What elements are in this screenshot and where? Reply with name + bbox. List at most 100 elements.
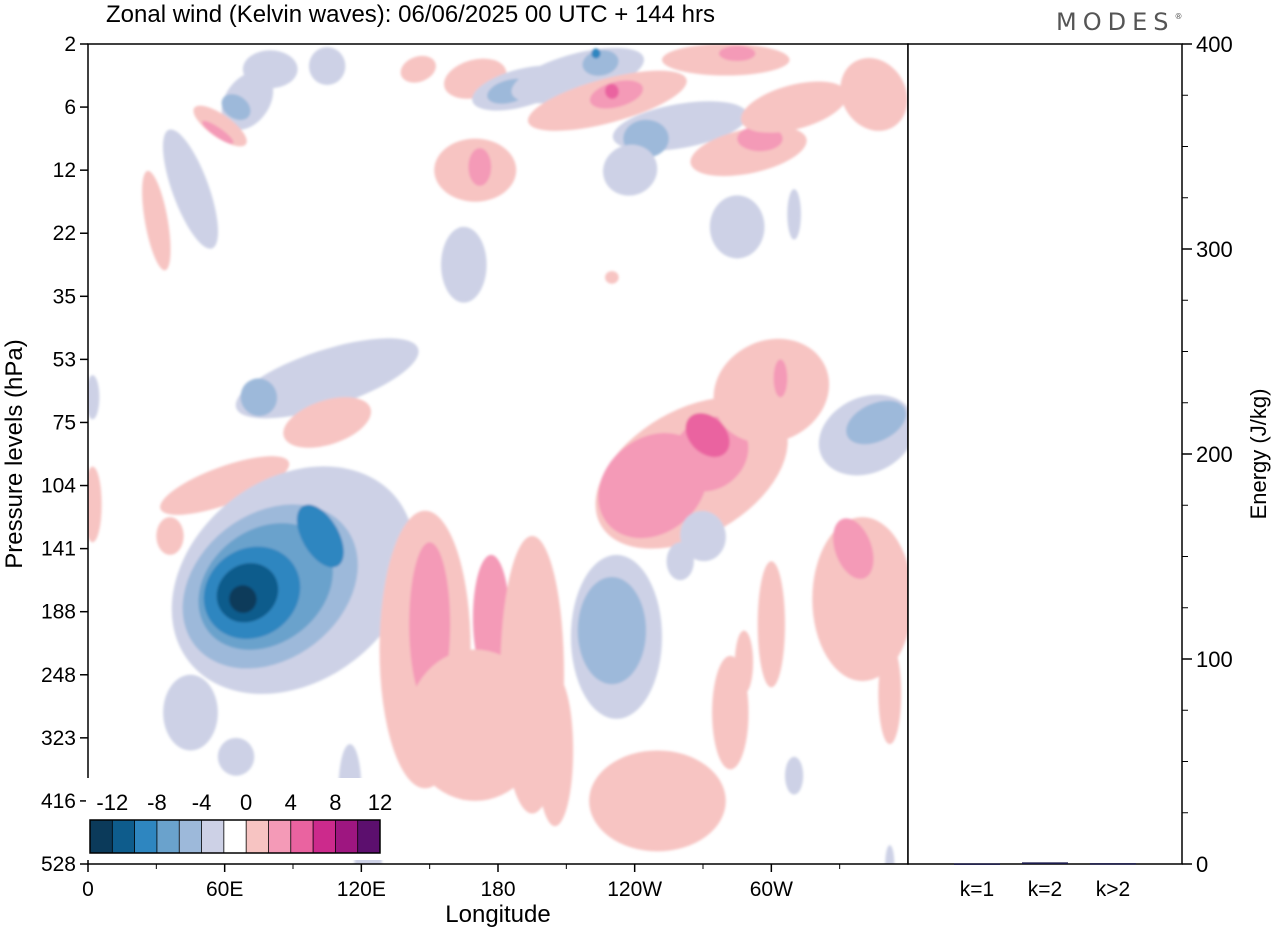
- contour-field: [88, 44, 908, 864]
- colorbar-tick-label: -12: [96, 790, 128, 815]
- negative-anomaly-contour: [846, 400, 907, 445]
- energy-frame: [907, 43, 1183, 865]
- colorbar-swatch: [156, 820, 180, 853]
- positive-anomaly-contour: [878, 643, 902, 745]
- colorbar-tick-label: -8: [147, 790, 167, 815]
- x-tick-label: 120E: [337, 878, 386, 901]
- heatmap-panel: 2 6 12 22 35 53 75 104 141 188 248 323 416 528 0 60E 12…: [1, 33, 909, 928]
- positive-anomaly-contour: [840, 58, 908, 131]
- positive-anomaly-contour: [193, 105, 247, 147]
- energy-tick-label: 100: [1196, 647, 1233, 672]
- negative-anomaly-contour: [441, 226, 487, 303]
- y-tick-label: 323: [41, 727, 76, 750]
- positive-anomaly-contour: [605, 271, 619, 284]
- colorbar-tick-label: -4: [192, 790, 212, 815]
- colorbar-swatch: [335, 820, 359, 853]
- positive-anomaly-contour: [605, 83, 619, 99]
- negative-anomaly-contour: [709, 195, 765, 259]
- colorbar-legend: -12 -8 -4 0 4 8 12: [86, 778, 392, 860]
- energy-category-label: k=2: [1028, 878, 1062, 901]
- negative-anomaly-contour: [163, 674, 218, 751]
- y-tick-label: 104: [41, 475, 76, 498]
- pressure-axis: 2 6 12 22 35 53 75 104 141 188 248 323 416 528: [41, 33, 88, 876]
- positive-anomaly-contour: [662, 44, 790, 76]
- energy-bar: [1022, 862, 1068, 864]
- colorbar-tick-label: 12: [368, 790, 392, 815]
- longitude-axis: 0 60E 120E 180 120W 60W: [82, 864, 841, 901]
- colorbar-swatch: [268, 820, 292, 853]
- energy-tick-label: 300: [1196, 237, 1233, 262]
- x-tick-label: 180: [480, 878, 515, 901]
- colorbar-swatch: [246, 820, 269, 853]
- positive-anomaly-contour: [468, 148, 492, 186]
- negative-anomaly-contour: [603, 144, 658, 196]
- y-tick-label: 248: [41, 664, 76, 687]
- positive-anomaly-contour: [142, 170, 171, 271]
- energy-bar: [1090, 863, 1136, 865]
- positive-anomaly-contour: [740, 81, 848, 133]
- positive-anomaly-contour: [685, 413, 730, 458]
- contour-layer: [88, 44, 908, 864]
- colorbar-swatch: [201, 820, 225, 853]
- y-tick-label: 2: [64, 33, 76, 56]
- negative-anomaly-contour: [582, 50, 619, 76]
- y-axis-label: Pressure levels (hPa): [1, 339, 28, 568]
- energy-tick-label: 0: [1196, 852, 1208, 877]
- x-tick-label: 120W: [607, 878, 662, 901]
- negative-anomaly-contour: [242, 50, 298, 89]
- x-tick-label: 0: [82, 878, 94, 901]
- x-tick-label: 60W: [750, 878, 793, 901]
- energy-bar: [954, 863, 1000, 865]
- positive-anomaly-contour: [202, 120, 234, 144]
- positive-anomaly-contour: [400, 55, 436, 83]
- colorbar-swatch: [290, 820, 314, 853]
- energy-category-label: k>2: [1096, 878, 1130, 901]
- positive-anomaly-contour: [773, 359, 788, 398]
- negative-anomaly-contour: [785, 756, 804, 795]
- negative-anomaly-contour: [454, 226, 469, 253]
- negative-anomaly-contour: [680, 510, 726, 562]
- negative-anomaly-contour: [885, 845, 895, 864]
- positive-anomaly-contour: [718, 45, 756, 62]
- colorbar-tick-label: 0: [240, 790, 252, 815]
- brand-text: MODES: [1056, 8, 1175, 36]
- x-axis-label: Longitude: [445, 901, 550, 928]
- positive-anomaly-contour: [713, 338, 830, 444]
- positive-anomaly-contour: [283, 397, 372, 448]
- colorbar-swatch: [90, 820, 113, 853]
- brand-logo: MODES®: [1056, 8, 1183, 36]
- y-tick-label: 12: [53, 159, 76, 182]
- positive-anomaly-contour: [812, 517, 908, 682]
- x-tick-label: 60E: [206, 878, 243, 901]
- y-tick-label: 6: [64, 96, 76, 119]
- positive-anomaly-contour: [160, 456, 290, 515]
- y-tick-label: 35: [53, 285, 76, 308]
- y-tick-label: 416: [41, 790, 76, 813]
- negative-anomaly-contour: [162, 129, 219, 249]
- colorbar-swatch: [223, 820, 247, 853]
- energy-category-label: k=1: [960, 878, 994, 901]
- positive-anomaly-contour: [88, 466, 102, 543]
- y-tick-label: 188: [41, 601, 76, 624]
- colorbar-swatch: [179, 820, 203, 853]
- negative-anomaly-contour: [217, 737, 255, 776]
- colorbar-swatch: [134, 820, 158, 853]
- colorbar-swatch: [313, 820, 336, 853]
- y-tick-label: 22: [53, 222, 76, 245]
- negative-anomaly-contour: [240, 378, 278, 417]
- positive-anomaly-contour: [589, 750, 726, 852]
- energy-bars: 0 100 200 300 400 k=1 k=2 k>2: [954, 32, 1233, 901]
- energy-tick-label: 200: [1196, 442, 1233, 467]
- colorbar-tick-label: 4: [285, 790, 297, 815]
- positive-anomaly-contour: [156, 517, 184, 555]
- negative-anomaly-contour: [296, 504, 344, 568]
- positive-anomaly-contour: [536, 674, 574, 827]
- chart-title: Zonal wind (Kelvin waves): 06/06/2025 00…: [106, 1, 715, 28]
- negative-anomaly-contour: [577, 577, 647, 685]
- y-tick-label: 53: [53, 348, 76, 371]
- energy-axis-label: Energy (J/kg): [1246, 389, 1271, 520]
- negative-anomaly-contour: [88, 375, 100, 420]
- negative-anomaly-contour: [229, 585, 257, 613]
- y-tick-label: 75: [53, 411, 76, 434]
